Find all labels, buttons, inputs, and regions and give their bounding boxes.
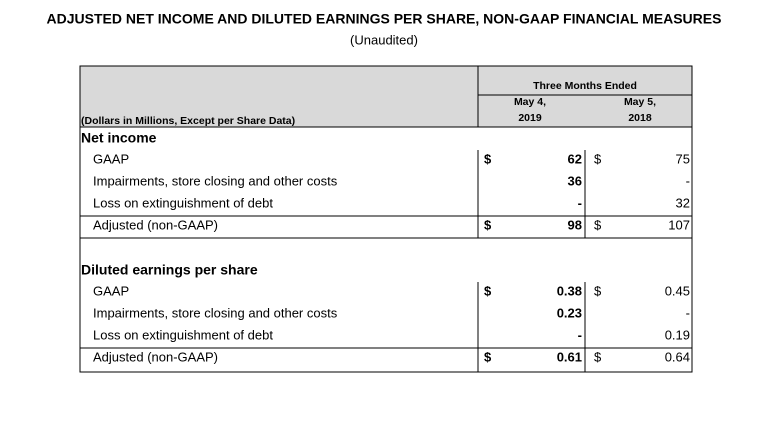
cell-value: - [686,305,690,320]
cell-value: 0.23 [557,305,582,320]
cell-value: - [686,173,690,188]
row-label: Adjusted (non-GAAP) [93,349,218,364]
cell-value: 0.19 [665,327,690,342]
currency: $ [594,349,602,364]
cell-value: 0.45 [665,283,690,298]
cell-value: 75 [676,151,690,166]
table-border [79,65,693,373]
cell-value: 98 [568,217,582,232]
units: (Dollars in Millions, Except per Share D… [81,115,295,127]
cell-value: 107 [668,217,690,232]
cell-value: - [578,327,582,342]
currency: $ [484,349,492,364]
currency: $ [484,283,492,298]
cell-value: 36 [568,173,582,188]
col-header: May 4, [514,96,546,108]
section-title: Net income [81,130,157,146]
row-label: Loss on extinguishment of debt [93,195,273,210]
currency: $ [484,151,492,166]
row-label: Impairments, store closing and other cos… [93,173,338,188]
period: Three Months Ended [533,80,637,92]
currency: $ [484,217,492,232]
cell-value: 0.38 [557,283,582,298]
row-label: GAAP [93,283,129,298]
cell-value: 0.61 [557,349,582,364]
cell-value: 62 [568,151,582,166]
row-label: Adjusted (non-GAAP) [93,217,218,232]
header-bg [80,66,692,127]
cell-value: 0.64 [665,349,690,364]
col-header: 2018 [628,112,652,124]
cell-value: - [578,195,582,210]
col-header: May 5, [624,96,656,108]
currency: $ [594,217,602,232]
cell-value: 32 [676,195,690,210]
row-label: GAAP [93,151,129,166]
currency: $ [594,151,602,166]
row-label: Impairments, store closing and other cos… [93,305,338,320]
title: ADJUSTED NET INCOME AND DILUTED EARNINGS… [47,11,722,27]
subtitle: (Unaudited) [350,32,418,47]
col-header: 2019 [518,112,542,124]
section-title: Diluted earnings per share [81,262,258,278]
row-label: Loss on extinguishment of debt [93,327,273,342]
currency: $ [594,283,602,298]
